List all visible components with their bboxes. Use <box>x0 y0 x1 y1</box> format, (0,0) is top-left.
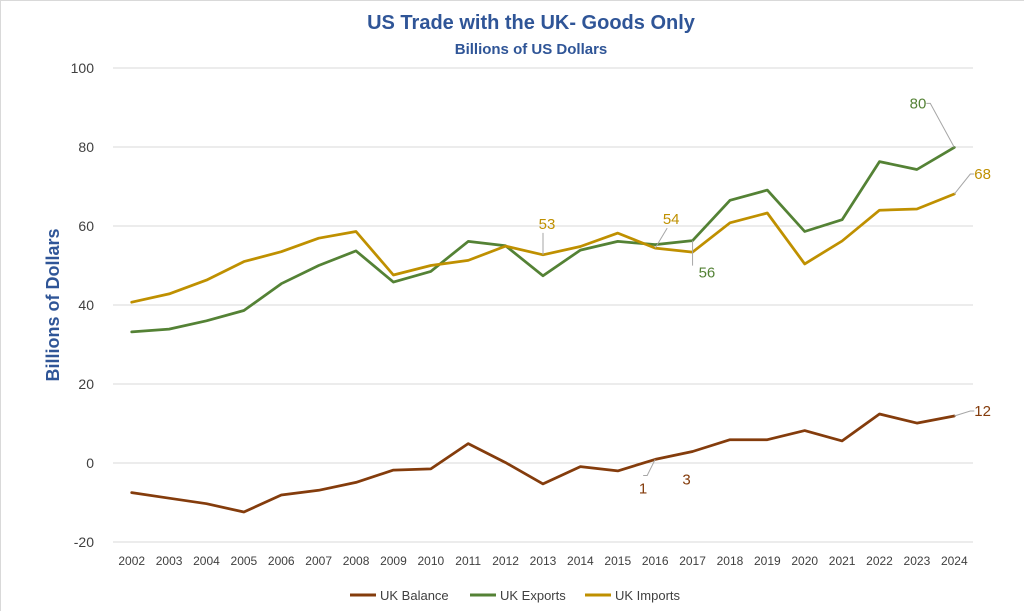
x-tick-label: 2005 <box>231 554 258 568</box>
data-label: 3 <box>682 472 690 489</box>
data-label: 53 <box>539 216 556 233</box>
x-tick-label: 2015 <box>604 554 631 568</box>
gridlines <box>113 67 973 543</box>
x-tick-label: 2012 <box>492 554 519 568</box>
data-label: 54 <box>663 211 680 228</box>
x-tick-label: 2024 <box>941 554 968 568</box>
uk-exports-line <box>130 146 956 334</box>
x-tick-label: 2020 <box>791 554 818 568</box>
y-axis-label: Billions of Dollars <box>43 228 63 381</box>
y-tick-label: 20 <box>78 376 94 392</box>
x-tick-label: 2021 <box>829 554 856 568</box>
x-tick-label: 2003 <box>156 554 183 568</box>
y-tick-label: 40 <box>78 297 94 313</box>
x-tick-label: 2011 <box>455 554 481 568</box>
legend: UK Balance UK Exports UK Imports <box>350 588 681 603</box>
x-tick-label: 2023 <box>904 554 931 568</box>
legend-label-uk-imports: UK Imports <box>615 588 681 603</box>
data-label: 1 <box>639 480 647 497</box>
data-annotations: 80 68 12 53 54 56 1 3 <box>539 95 991 497</box>
x-tick-label: 2004 <box>193 554 220 568</box>
series-lines <box>130 146 956 514</box>
y-tick-label: 100 <box>71 60 95 76</box>
x-tick-label: 2018 <box>717 554 744 568</box>
x-tick-label: 2009 <box>380 554 407 568</box>
annotation-leader <box>643 459 656 476</box>
legend-label-uk-balance: UK Balance <box>380 588 449 603</box>
x-tick-label: 2010 <box>417 554 444 568</box>
annotation-leader <box>953 173 975 195</box>
uk-balance-line <box>130 412 956 514</box>
data-label: 80 <box>910 95 927 112</box>
x-tick-label: 2002 <box>118 554 145 568</box>
annotation-leader <box>926 102 955 148</box>
x-tick-label: 2019 <box>754 554 781 568</box>
y-tick-label: 60 <box>78 218 94 234</box>
data-label: 68 <box>974 166 991 183</box>
x-tick-label: 2014 <box>567 554 594 568</box>
legend-label-uk-exports: UK Exports <box>500 588 566 603</box>
chart-title: US Trade with the UK- Goods Only <box>367 12 696 34</box>
annotation-leader <box>954 410 975 417</box>
data-label: 12 <box>974 403 991 420</box>
annotation-leader <box>654 227 668 249</box>
y-tick-labels: -20 0 20 40 60 80 100 <box>71 60 95 550</box>
chart-subtitle: Billions of US Dollars <box>455 41 608 58</box>
data-label: 56 <box>699 265 716 282</box>
y-tick-label: 80 <box>78 139 94 155</box>
y-tick-label: -20 <box>74 534 94 550</box>
x-tick-label: 2022 <box>866 554 893 568</box>
x-tick-label: 2016 <box>642 554 669 568</box>
y-tick-label: 0 <box>86 455 94 471</box>
x-tick-label: 2007 <box>305 554 332 568</box>
x-tick-label: 2008 <box>343 554 370 568</box>
x-tick-label: 2013 <box>530 554 557 568</box>
x-tick-label: 2006 <box>268 554 295 568</box>
x-tick-labels: 2002 2003 2004 2005 2006 2007 2008 2009 2010 2011… <box>118 554 968 568</box>
x-tick-label: 2017 <box>679 554 706 568</box>
